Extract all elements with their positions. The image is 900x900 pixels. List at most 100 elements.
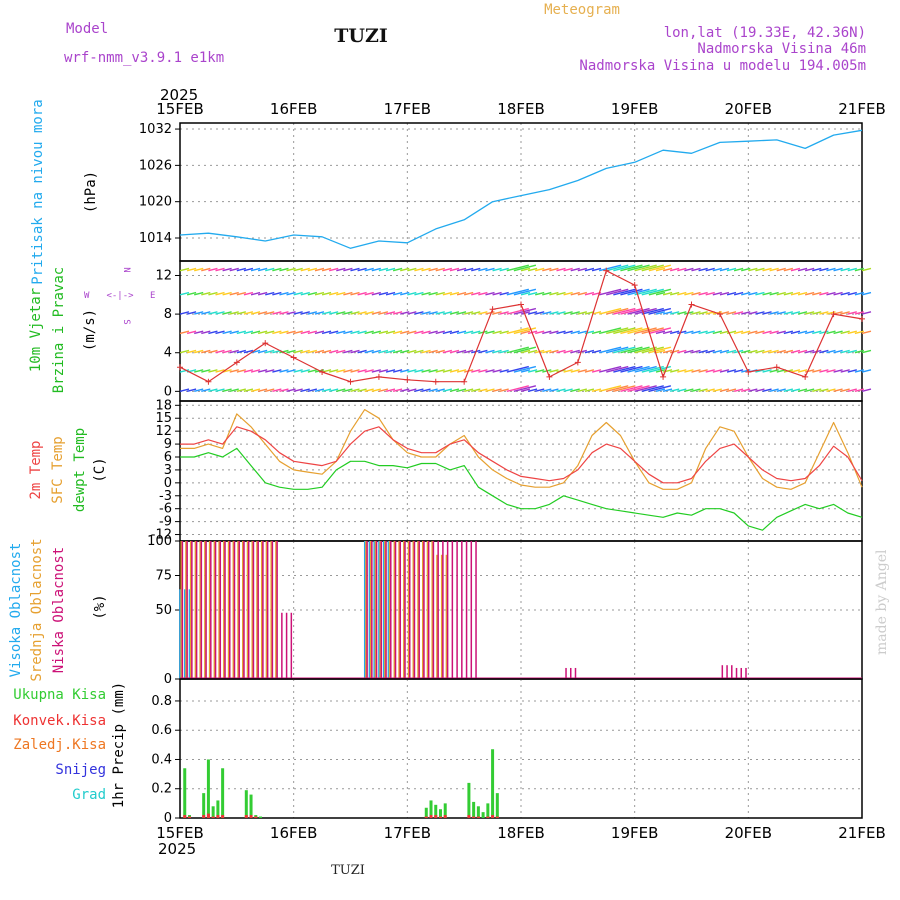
coords: lon,lat (19.33E, 42.36N) <box>664 25 866 41</box>
conv-precip-bar <box>491 815 495 818</box>
wind-arrow <box>556 291 566 296</box>
wind-arrow <box>741 349 751 354</box>
wind-arrow <box>655 311 666 315</box>
wind-arrow <box>208 311 218 315</box>
wind-speed-marker <box>319 369 326 376</box>
wind-arrow <box>265 311 275 315</box>
wind-arrow <box>229 369 239 373</box>
wind-arrow <box>485 349 495 354</box>
y-tick-label: 6 <box>164 450 172 465</box>
wind-arrow <box>456 311 467 315</box>
wind-arrow <box>286 388 296 393</box>
wind-arrow <box>250 311 261 315</box>
wind-arrow <box>400 291 410 296</box>
wind-arrow <box>762 369 772 373</box>
wind-arrow <box>755 311 765 315</box>
wind-arrow <box>407 330 417 335</box>
wind-arrow <box>208 267 218 272</box>
wind-arrow <box>201 349 211 354</box>
wind-arrow <box>265 349 275 354</box>
wind-arrow <box>670 369 680 373</box>
wind-arrow <box>435 291 445 296</box>
wind-arrow <box>400 349 410 354</box>
wind-arrow <box>577 349 588 354</box>
wind-arrow <box>321 311 332 315</box>
wind-arrow <box>506 385 529 393</box>
wind-arrow <box>400 267 410 272</box>
wind-arrow <box>364 330 374 335</box>
wind-arrow <box>329 388 339 393</box>
wind-arrow <box>527 330 538 335</box>
wind-arrow <box>762 311 772 315</box>
wind-arrow <box>456 330 467 335</box>
wind-arrow <box>819 311 829 315</box>
wind-arrow <box>506 288 529 296</box>
wind-arrow <box>847 330 857 335</box>
wind-arrow <box>314 388 325 393</box>
wind-arrow <box>314 291 325 296</box>
wind-arrow <box>620 327 643 335</box>
wind-arrow <box>350 349 360 354</box>
wind-arrow <box>293 330 303 335</box>
wind-arrow <box>293 291 303 296</box>
wind-arrow <box>300 349 310 354</box>
wind-arrow <box>385 330 396 335</box>
date-label-top: 20FEB <box>725 100 772 118</box>
wind-arrow <box>279 388 289 393</box>
wind-arrow <box>641 385 664 393</box>
wind-arrow <box>407 388 417 393</box>
wind-arrow <box>527 388 538 393</box>
wind-arrow <box>371 330 381 335</box>
pressure-line <box>179 129 863 249</box>
precip-bar <box>486 803 490 818</box>
wind-arrow <box>194 349 204 354</box>
date-label-top: 17FEB <box>384 100 431 118</box>
wind-arrow <box>733 388 744 393</box>
y-tick-label: 0.4 <box>151 752 172 767</box>
wind-arrow <box>833 267 843 272</box>
y-tick-label: -9 <box>159 515 172 530</box>
wind-arrow <box>712 291 722 296</box>
wind-arrow <box>705 349 715 354</box>
wind-arrow <box>300 291 310 296</box>
wind-arrow <box>364 267 374 272</box>
wind-arrow <box>371 388 381 393</box>
wind-arrow <box>279 311 289 315</box>
wind-arrow <box>726 388 737 393</box>
wind-arrow <box>726 267 737 272</box>
pressure-label: Pritisak na nivou mora <box>30 99 46 284</box>
wind-arrow <box>733 291 744 296</box>
wind-arrow <box>634 365 657 373</box>
wind-arrow <box>201 291 211 296</box>
wind-arrow <box>421 388 431 393</box>
wind-arrow <box>606 288 629 296</box>
precip-bar <box>424 807 428 818</box>
temp-label-sfc: SFC Temp <box>50 436 66 503</box>
wind-arrow <box>364 369 374 373</box>
wind-arrow <box>243 388 254 393</box>
model-label: Model <box>66 21 108 37</box>
wind-arrow <box>520 267 531 272</box>
wind-arrow <box>293 267 303 272</box>
wind-arrow <box>556 330 566 335</box>
y-tick-label: 1014 <box>139 231 172 246</box>
wind-speed-marker <box>773 364 780 371</box>
wind-arrow <box>350 291 360 296</box>
wind-arrow <box>257 311 268 315</box>
wind-arrow <box>606 385 629 393</box>
wind-arrow <box>435 311 445 315</box>
wind-arrow <box>826 388 836 393</box>
wind-arrow <box>620 288 643 296</box>
wind-arrow <box>627 307 650 315</box>
wind-arrow <box>527 349 538 354</box>
wind-arrow <box>229 291 239 296</box>
wind-arrow <box>670 330 680 335</box>
wind-arrow <box>755 388 765 393</box>
wind-arrow <box>719 388 730 393</box>
y-tick-label: 75 <box>155 569 172 584</box>
conv-precip-bar <box>211 816 215 818</box>
wind-arrow <box>861 330 872 335</box>
wind-arrow <box>364 311 374 315</box>
wind-arrow <box>414 267 424 272</box>
